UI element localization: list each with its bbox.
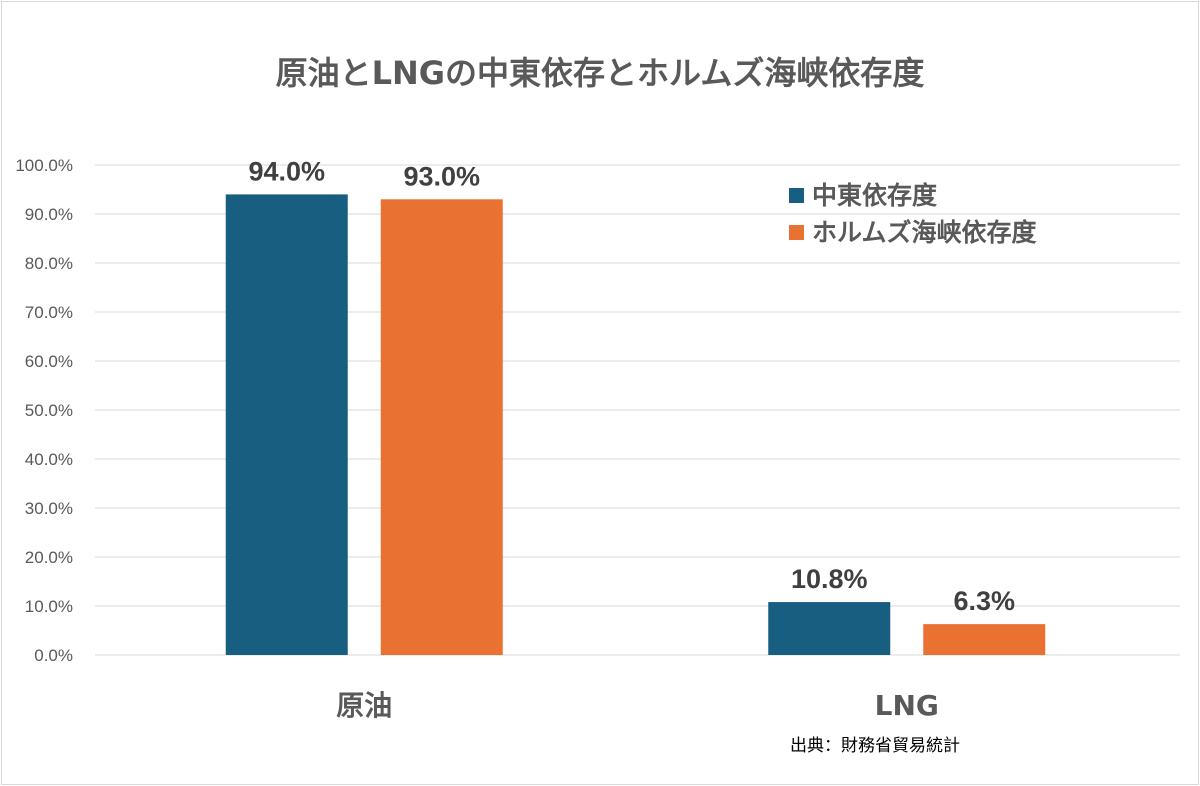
legend-swatch xyxy=(789,188,804,203)
category-label: LNG xyxy=(875,689,939,722)
y-tick-label: 70.0% xyxy=(25,303,73,322)
y-tick-label: 10.0% xyxy=(25,597,73,616)
y-tick-label: 50.0% xyxy=(25,401,73,420)
bar-middle-east xyxy=(768,602,891,655)
y-tick-label: 0.0% xyxy=(34,646,73,665)
legend-swatch xyxy=(789,225,804,240)
chart-title: 原油とLNGの中東依存とホルムズ海峡依存度 xyxy=(275,54,925,92)
data-label: 94.0% xyxy=(248,156,325,186)
y-tick-label: 100.0% xyxy=(15,156,73,175)
y-tick-label: 60.0% xyxy=(25,352,73,371)
bar-middle-east xyxy=(225,194,348,655)
bar-hormuz xyxy=(923,624,1046,655)
y-tick-label: 30.0% xyxy=(25,499,73,518)
bar-hormuz xyxy=(380,199,503,656)
category-label: 原油 xyxy=(336,689,392,722)
y-tick-label: 40.0% xyxy=(25,450,73,469)
data-label: 6.3% xyxy=(953,586,1015,616)
y-tick-label: 90.0% xyxy=(25,205,73,224)
y-tick-label: 80.0% xyxy=(25,254,73,273)
y-tick-label: 20.0% xyxy=(25,548,73,567)
source-annotation: 出典：財務省貿易統計 xyxy=(790,736,960,756)
data-label: 10.8% xyxy=(791,564,868,594)
data-label: 93.0% xyxy=(403,161,480,191)
legend-label: 中東依存度 xyxy=(812,181,937,210)
legend-label: ホルムズ海峡依存度 xyxy=(812,218,1037,247)
